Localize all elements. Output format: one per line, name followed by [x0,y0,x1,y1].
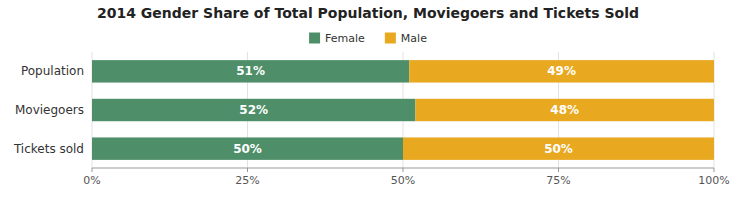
x-axis: 0% 25% 50% 75% 100% [83,168,729,187]
bar [92,137,403,159]
legend-swatch [385,33,396,44]
tick-mark [714,168,715,172]
legend: Female Male [309,32,427,45]
tick-mark [92,168,93,172]
data-label: 51% [236,64,265,78]
category-label: Population [21,64,84,78]
legend-item: Female [309,32,365,45]
bars [92,60,714,160]
data-labels: 51% 49% 52% 48% 50% 50% [233,64,579,155]
axis-line [92,168,714,169]
bar [92,99,415,121]
tick-mark [247,168,248,172]
category-label: Moviegoers [15,103,84,117]
tick-mark [403,168,404,172]
tick-label: 0% [83,174,100,187]
tick-label: 75% [546,174,570,187]
tick-label: 100% [698,174,729,187]
tick-mark [558,168,559,172]
chart-title: 2014 Gender Share of Total Population, M… [97,5,639,21]
data-label: 52% [239,103,268,117]
y-axis: Population Moviegoers Tickets sold [13,64,84,155]
legend-item: Male [385,32,427,45]
chart-container: 2014 Gender Share of Total Population, M… [0,0,736,200]
category-label: Tickets sold [13,142,84,156]
bar [409,60,714,82]
grid [92,52,714,168]
data-label: 49% [547,64,576,78]
bar [92,60,409,82]
data-label: 50% [544,142,573,156]
chart-svg: 2014 Gender Share of Total Population, M… [0,0,736,200]
bar [415,99,714,121]
tick-label: 50% [391,174,415,187]
data-label: 50% [233,142,262,156]
tick-label: 25% [235,174,259,187]
bar [403,137,714,159]
legend-label: Female [325,32,365,45]
data-label: 48% [550,103,579,117]
legend-swatch [309,33,320,44]
legend-label: Male [401,32,427,45]
